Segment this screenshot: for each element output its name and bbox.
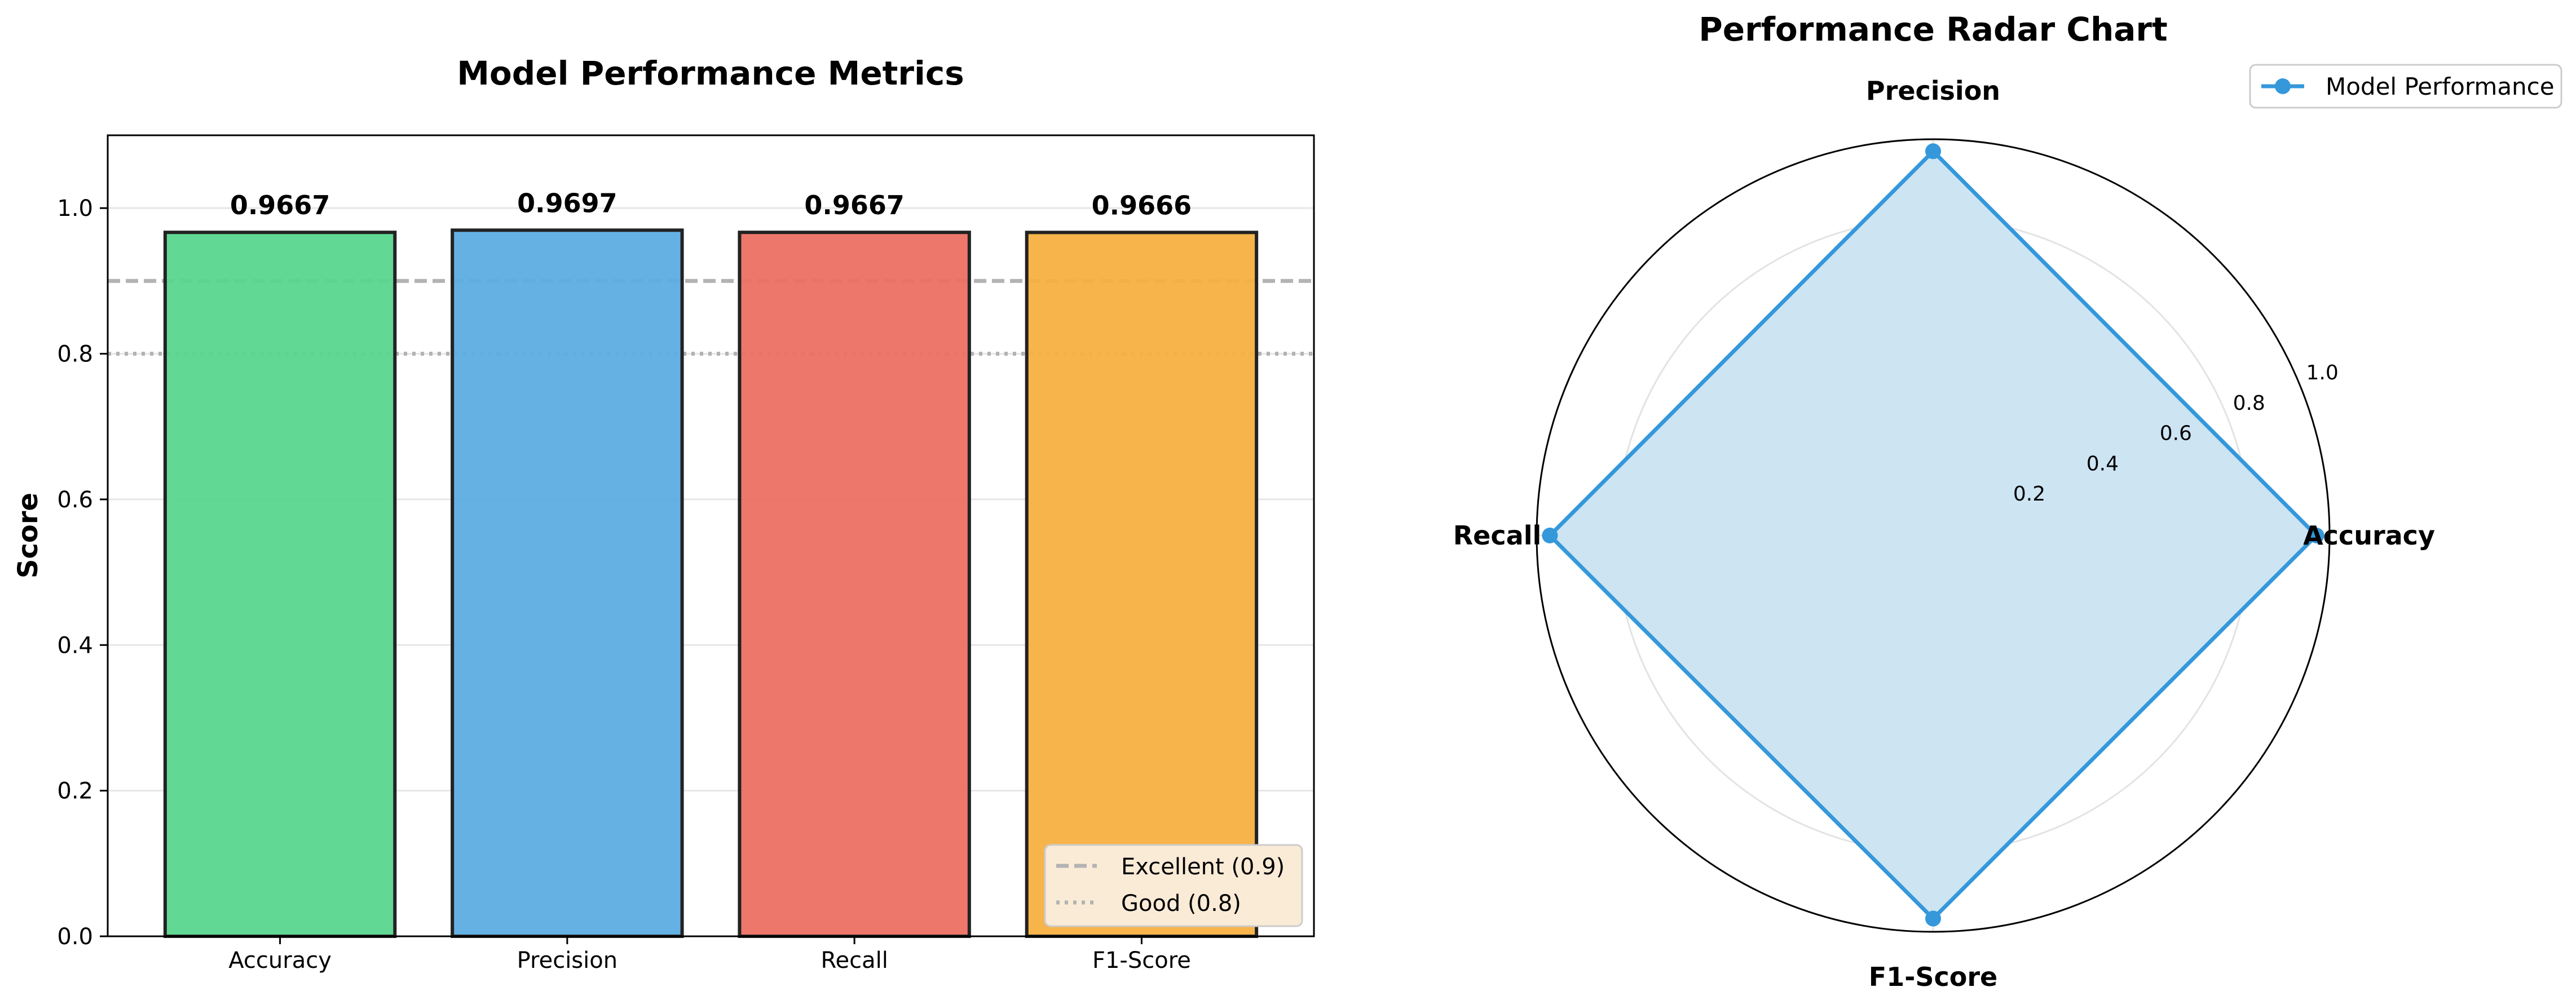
radial-tick-label: 0.2 <box>2013 483 2045 506</box>
bar-chart-title: Model Performance Metrics <box>457 54 964 92</box>
radar-chart: Performance Radar Chart 0.20.40.60.81.0 … <box>1453 10 2562 992</box>
legend-marker-model-performance <box>2275 78 2291 94</box>
y-axis-label: Score <box>12 493 44 578</box>
bar-plot-frame <box>107 134 1315 937</box>
radar-series-area <box>1547 148 2319 922</box>
bar-legend: Excellent (0.9) Good (0.8) <box>1044 844 1303 927</box>
bar-value-label: 0.9666 <box>1092 190 1192 220</box>
radar-axis-labels: Accuracy Precision Recall F1-Score <box>1453 76 2435 992</box>
radar-point-f1-score <box>1925 910 1941 927</box>
x-tick-label: Precision <box>517 948 617 974</box>
x-tick-label: F1-Score <box>1092 948 1191 974</box>
radial-tick-label: 0.6 <box>2160 422 2192 445</box>
y-tick-label: 0.2 <box>57 778 93 804</box>
bar-value-label: 0.9667 <box>804 190 905 220</box>
legend-label-good: Good (0.8) <box>1121 891 1241 917</box>
bars <box>163 228 1259 939</box>
y-tick-label: 0.8 <box>57 342 93 368</box>
bar-recall <box>738 231 971 939</box>
bar-chart: Model Performance Metrics 0.9667 0.9697 0.… <box>12 54 1315 974</box>
radar-chart-title: Performance Radar Chart <box>1699 10 2167 48</box>
legend-label-model-performance: Model Performance <box>2326 73 2555 100</box>
y-axis-ticks: 0.0 0.2 0.4 0.6 0.8 1.0 <box>57 196 108 950</box>
radar-axis-label-accuracy: Accuracy <box>2303 520 2435 551</box>
y-tick-label: 0.4 <box>57 632 93 658</box>
y-tick-label: 0.0 <box>57 924 93 950</box>
y-tick-label: 0.6 <box>57 487 93 513</box>
bar-value-label: 0.9697 <box>517 188 617 218</box>
legend-label-excellent: Excellent (0.9) <box>1121 854 1285 880</box>
x-axis-ticks: Accuracy Precision Recall F1-Score <box>228 936 1191 974</box>
bar-legend-box <box>1044 844 1303 927</box>
radar-point-precision <box>1925 143 1941 160</box>
x-tick-label: Recall <box>821 948 888 974</box>
radial-tick-label: 1.0 <box>2306 361 2338 384</box>
radar-point-accuracy <box>2308 528 2324 543</box>
bar-value-labels: 0.9667 0.9697 0.9667 0.9666 <box>230 188 1192 220</box>
radar-axis-label-recall: Recall <box>1453 520 1541 551</box>
radar-axis-label-f1-score: F1-Score <box>1869 962 1997 992</box>
radar-legend: Model Performance <box>2249 64 2562 109</box>
y-tick-label: 1.0 <box>57 196 93 222</box>
radar-point-recall <box>1542 528 1558 543</box>
radial-tick-labels: 0.2 0.4 0.6 0.8 1.0 <box>2013 361 2339 506</box>
x-tick-label: Accuracy <box>228 948 332 974</box>
radar-series <box>1542 143 2324 927</box>
radar-axis-label-precision: Precision <box>1866 76 2000 106</box>
bar-value-label: 0.9667 <box>230 190 330 220</box>
radar-legend-box <box>2249 64 2562 109</box>
radial-tick-label: 0.8 <box>2233 392 2265 415</box>
bar-f1-score <box>1025 231 1259 939</box>
radar-outer-circle <box>1536 138 2331 933</box>
bar-accuracy <box>163 231 397 939</box>
radial-tick-label: 0.4 <box>2087 452 2119 475</box>
bar-precision <box>451 228 684 939</box>
